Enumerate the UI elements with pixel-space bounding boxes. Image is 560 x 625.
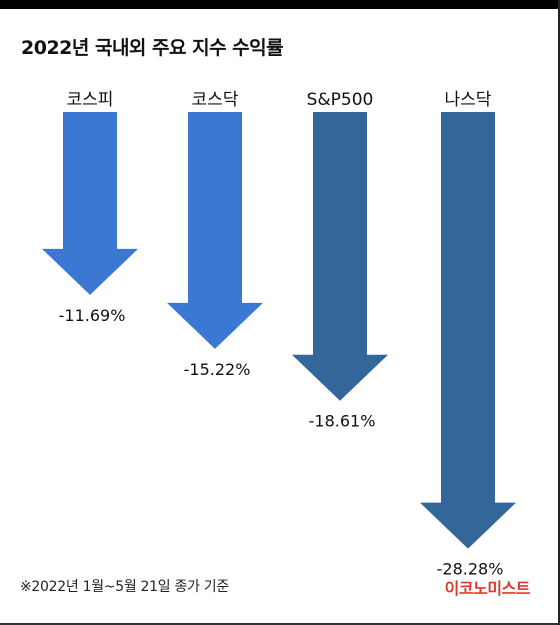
category-label: 나스닥 [445,90,492,110]
top-border [0,0,560,9]
value-label: -15.22% [184,360,251,379]
category-label: S&P500 [307,90,374,110]
source-note: ※2022년 1월~5월 21일 종가 기준 [20,579,229,595]
down-arrow-bar [292,112,388,401]
down-arrow-bar [420,112,516,549]
value-label: -28.28% [437,560,504,579]
bottom-border [0,623,560,625]
right-border [558,0,560,625]
down-arrow-bar [167,112,263,349]
category-label: 코스피 [67,90,114,110]
brand-logo: 이코노미스트 [444,579,531,598]
category-label: 코스닥 [192,90,239,110]
value-label: -18.61% [309,412,376,431]
value-label: -11.69% [59,306,126,325]
chart-title: 2022년 국내외 주요 지수 수익률 [21,37,284,59]
down-arrow-bar [42,112,138,295]
